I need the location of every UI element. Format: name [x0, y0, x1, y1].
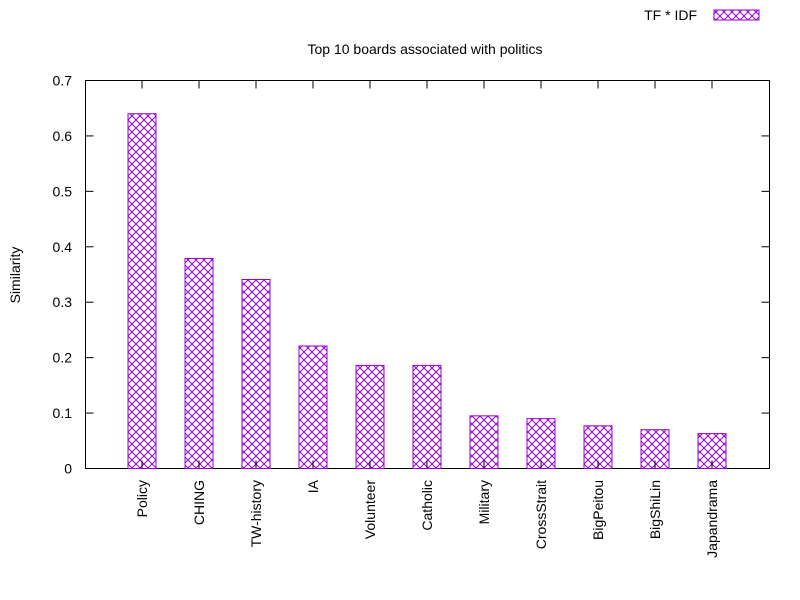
x-tick-label: Policy: [134, 480, 150, 517]
bar-policy: [127, 113, 157, 469]
legend: TF * IDF: [644, 7, 760, 23]
bar-crossstrait: [526, 418, 556, 470]
x-tick-label: Volunteer: [362, 480, 378, 539]
y-tick-label: 0.7: [53, 73, 73, 89]
y-tick-label: 0.2: [53, 350, 73, 366]
y-axis: 0 0.1 0.2 0.3 0.4 0.5 0.6 0.7: [53, 73, 770, 477]
bar-ching: [184, 257, 214, 469]
y-axis-label: Similarity: [7, 247, 23, 304]
y-tick-label: 0.5: [53, 183, 73, 199]
chart-title: Top 10 boards associated with politics: [307, 41, 542, 57]
bar-tw-history: [241, 278, 271, 470]
legend-swatch: [713, 9, 760, 21]
bar-volunteer: [355, 364, 385, 470]
y-tick-label: 0.1: [53, 405, 73, 421]
bar-ia: [298, 345, 328, 470]
x-tick-label: BigShiLin: [647, 480, 663, 539]
y-tick-label: 0.3: [53, 294, 73, 310]
bar-catholic: [412, 364, 442, 470]
x-tick-label: Japandrama: [704, 480, 720, 558]
y-tick-label: 0.4: [53, 239, 73, 255]
x-tick-label: Military: [476, 480, 492, 524]
legend-label: TF * IDF: [644, 7, 697, 23]
bars: [127, 113, 727, 470]
x-tick-label: Catholic: [419, 480, 435, 531]
x-tick-label: CrossStrait: [533, 480, 549, 549]
x-tick-label: TW-history: [248, 480, 264, 547]
x-tick-label: BigPeitou: [590, 480, 606, 540]
x-tick-label: CHING: [191, 480, 207, 525]
x-tick-label: IA: [305, 479, 321, 493]
y-tick-label: 0: [64, 461, 72, 477]
y-tick-label: 0.6: [53, 128, 73, 144]
x-axis: Policy CHING TW-history IA Volunteer Catholic…: [134, 80, 720, 558]
